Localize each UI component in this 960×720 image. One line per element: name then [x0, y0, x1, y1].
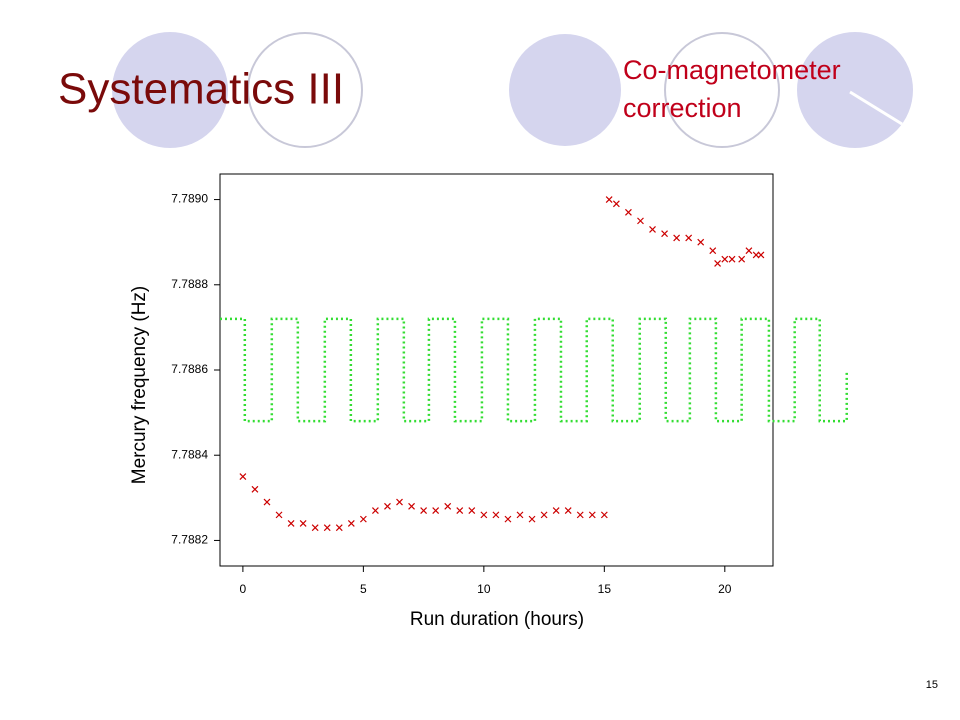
plot-frame: [219, 173, 774, 567]
point: [263, 498, 271, 506]
point: [540, 511, 548, 519]
x-axis-label: Run duration (hours): [410, 609, 584, 630]
point: [311, 524, 319, 532]
point: [552, 507, 560, 515]
y-tick-label: 7.7882: [171, 533, 208, 547]
point: [709, 247, 717, 255]
point: [359, 515, 367, 523]
y-axis-label: Mercury frequency (Hz): [129, 286, 150, 485]
point: [444, 502, 452, 510]
y-tick-label: 7.7888: [171, 277, 208, 291]
point: [239, 473, 247, 480]
subtitle: correction: [623, 93, 742, 123]
point: [335, 524, 343, 532]
circle: [112, 32, 228, 148]
x-tick-label: 15: [598, 582, 612, 596]
point: [516, 511, 524, 519]
point: [468, 507, 476, 515]
y-tick-label: 7.7890: [171, 192, 208, 206]
point: [605, 196, 613, 203]
point: [661, 230, 668, 238]
point: [251, 485, 259, 493]
subtitle: Co-magnetometer: [623, 55, 841, 85]
point: [371, 507, 379, 515]
point: [420, 507, 428, 515]
y-tick-label: 7.7884: [171, 447, 208, 461]
point: [757, 251, 765, 259]
point: [456, 507, 464, 515]
point: [714, 260, 722, 267]
decoration: [112, 32, 913, 148]
point: [492, 511, 500, 519]
dotted-line: [220, 317, 848, 423]
x-tick-label: 20: [718, 582, 732, 596]
point: [275, 511, 283, 519]
point: [721, 255, 729, 263]
point: [649, 225, 656, 233]
point: [504, 515, 512, 523]
y-tick-label: 7.7886: [171, 362, 208, 376]
point: [480, 511, 488, 519]
x-tick-label: 10: [477, 582, 491, 596]
point: [600, 511, 608, 519]
circle-line: [849, 90, 903, 126]
circle: [797, 32, 913, 148]
point: [396, 498, 403, 506]
page-number: 15: [926, 679, 938, 691]
point: [432, 507, 440, 515]
point: [408, 502, 415, 510]
point: [673, 234, 681, 242]
point: [637, 217, 644, 225]
point: [576, 511, 584, 519]
point: [299, 519, 307, 527]
point: [347, 519, 355, 527]
circle: [247, 32, 363, 148]
point: [588, 511, 596, 519]
point: [738, 255, 746, 263]
point: [384, 502, 391, 510]
point: [745, 247, 753, 255]
point: [612, 200, 620, 208]
point: [728, 255, 736, 263]
point: [287, 519, 295, 527]
point: [323, 524, 331, 532]
x-tick-label: 0: [240, 582, 247, 596]
point: [685, 234, 693, 242]
circle: [664, 32, 780, 148]
point: [697, 238, 705, 246]
x-tick-label: 5: [360, 582, 367, 596]
slide-title: Systematics III: [58, 65, 344, 114]
point: [528, 515, 536, 523]
circle: [509, 34, 621, 146]
point: [564, 507, 572, 515]
point: [625, 208, 632, 216]
